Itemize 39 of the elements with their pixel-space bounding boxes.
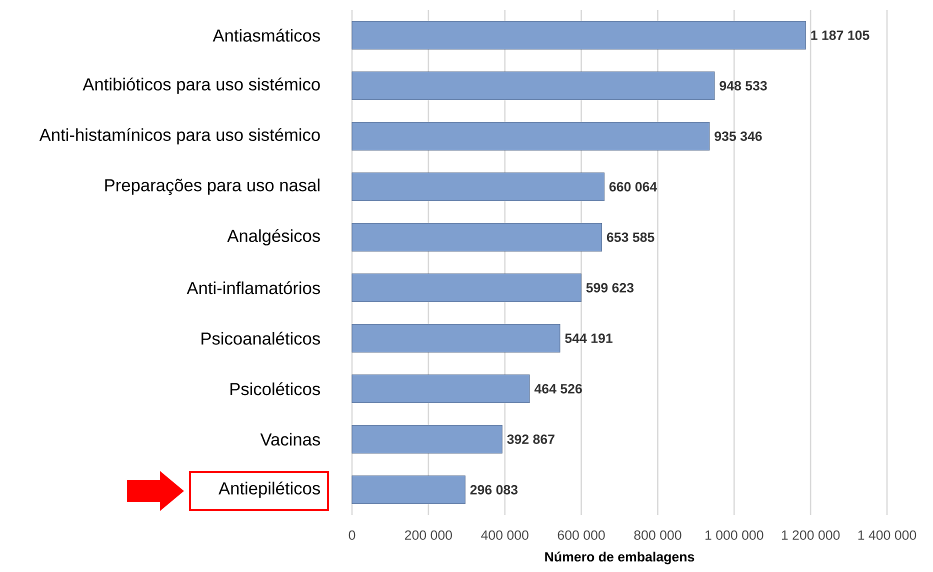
bar (352, 20, 806, 50)
y-tick-label: Anti-inflamatórios (186, 281, 320, 294)
y-tick-label: Psicoléticos (230, 382, 320, 396)
data-label: 660 064 (609, 182, 658, 192)
x-tick-label: 800 000 (634, 530, 682, 540)
data-label: 392 867 (507, 434, 554, 444)
data-label: 935 346 (714, 132, 762, 141)
bar (352, 475, 466, 504)
x-tick-label: 0 (348, 530, 356, 540)
y-tick-label: Antiepiléticos (218, 482, 320, 498)
bar (352, 222, 602, 252)
y-tick-label: Vacinas (260, 432, 320, 446)
y-tick-label: Anti-histamínicos para uso sistémico (39, 128, 320, 144)
data-label: 653 585 (606, 232, 654, 242)
bar (352, 273, 582, 302)
y-tick-label: Preparações para uso nasal (105, 178, 320, 195)
y-tick-label: Antiasmáticos (212, 28, 320, 42)
x-tick-label: 400 000 (481, 530, 528, 540)
data-label: 599 623 (586, 283, 634, 292)
x-tick-label: 600 000 (558, 530, 605, 540)
bar (352, 324, 560, 353)
data-label: 948 533 (720, 81, 767, 90)
x-axis-title: Número de embalagens (545, 552, 694, 564)
y-tick-label: Psicoanaléticos (202, 332, 320, 345)
data-label: 1 187 105 (811, 30, 870, 40)
x-tick-label: 1 000 000 (706, 530, 764, 540)
y-tick-label: Antibióticos para uso sistémico (82, 78, 320, 94)
x-tick-label: 1 200 000 (782, 530, 840, 540)
data-label: 296 083 (470, 485, 518, 494)
bar (352, 172, 605, 202)
y-tick-label: Analgésicos (227, 229, 320, 246)
bar (352, 374, 530, 404)
bar (352, 71, 715, 100)
data-label: 464 526 (534, 384, 582, 394)
x-tick-label: 200 000 (404, 530, 452, 540)
x-tick-label: 1 400 000 (858, 530, 916, 540)
bar (352, 122, 710, 151)
data-label: 544 191 (565, 334, 612, 343)
bar (352, 424, 502, 454)
